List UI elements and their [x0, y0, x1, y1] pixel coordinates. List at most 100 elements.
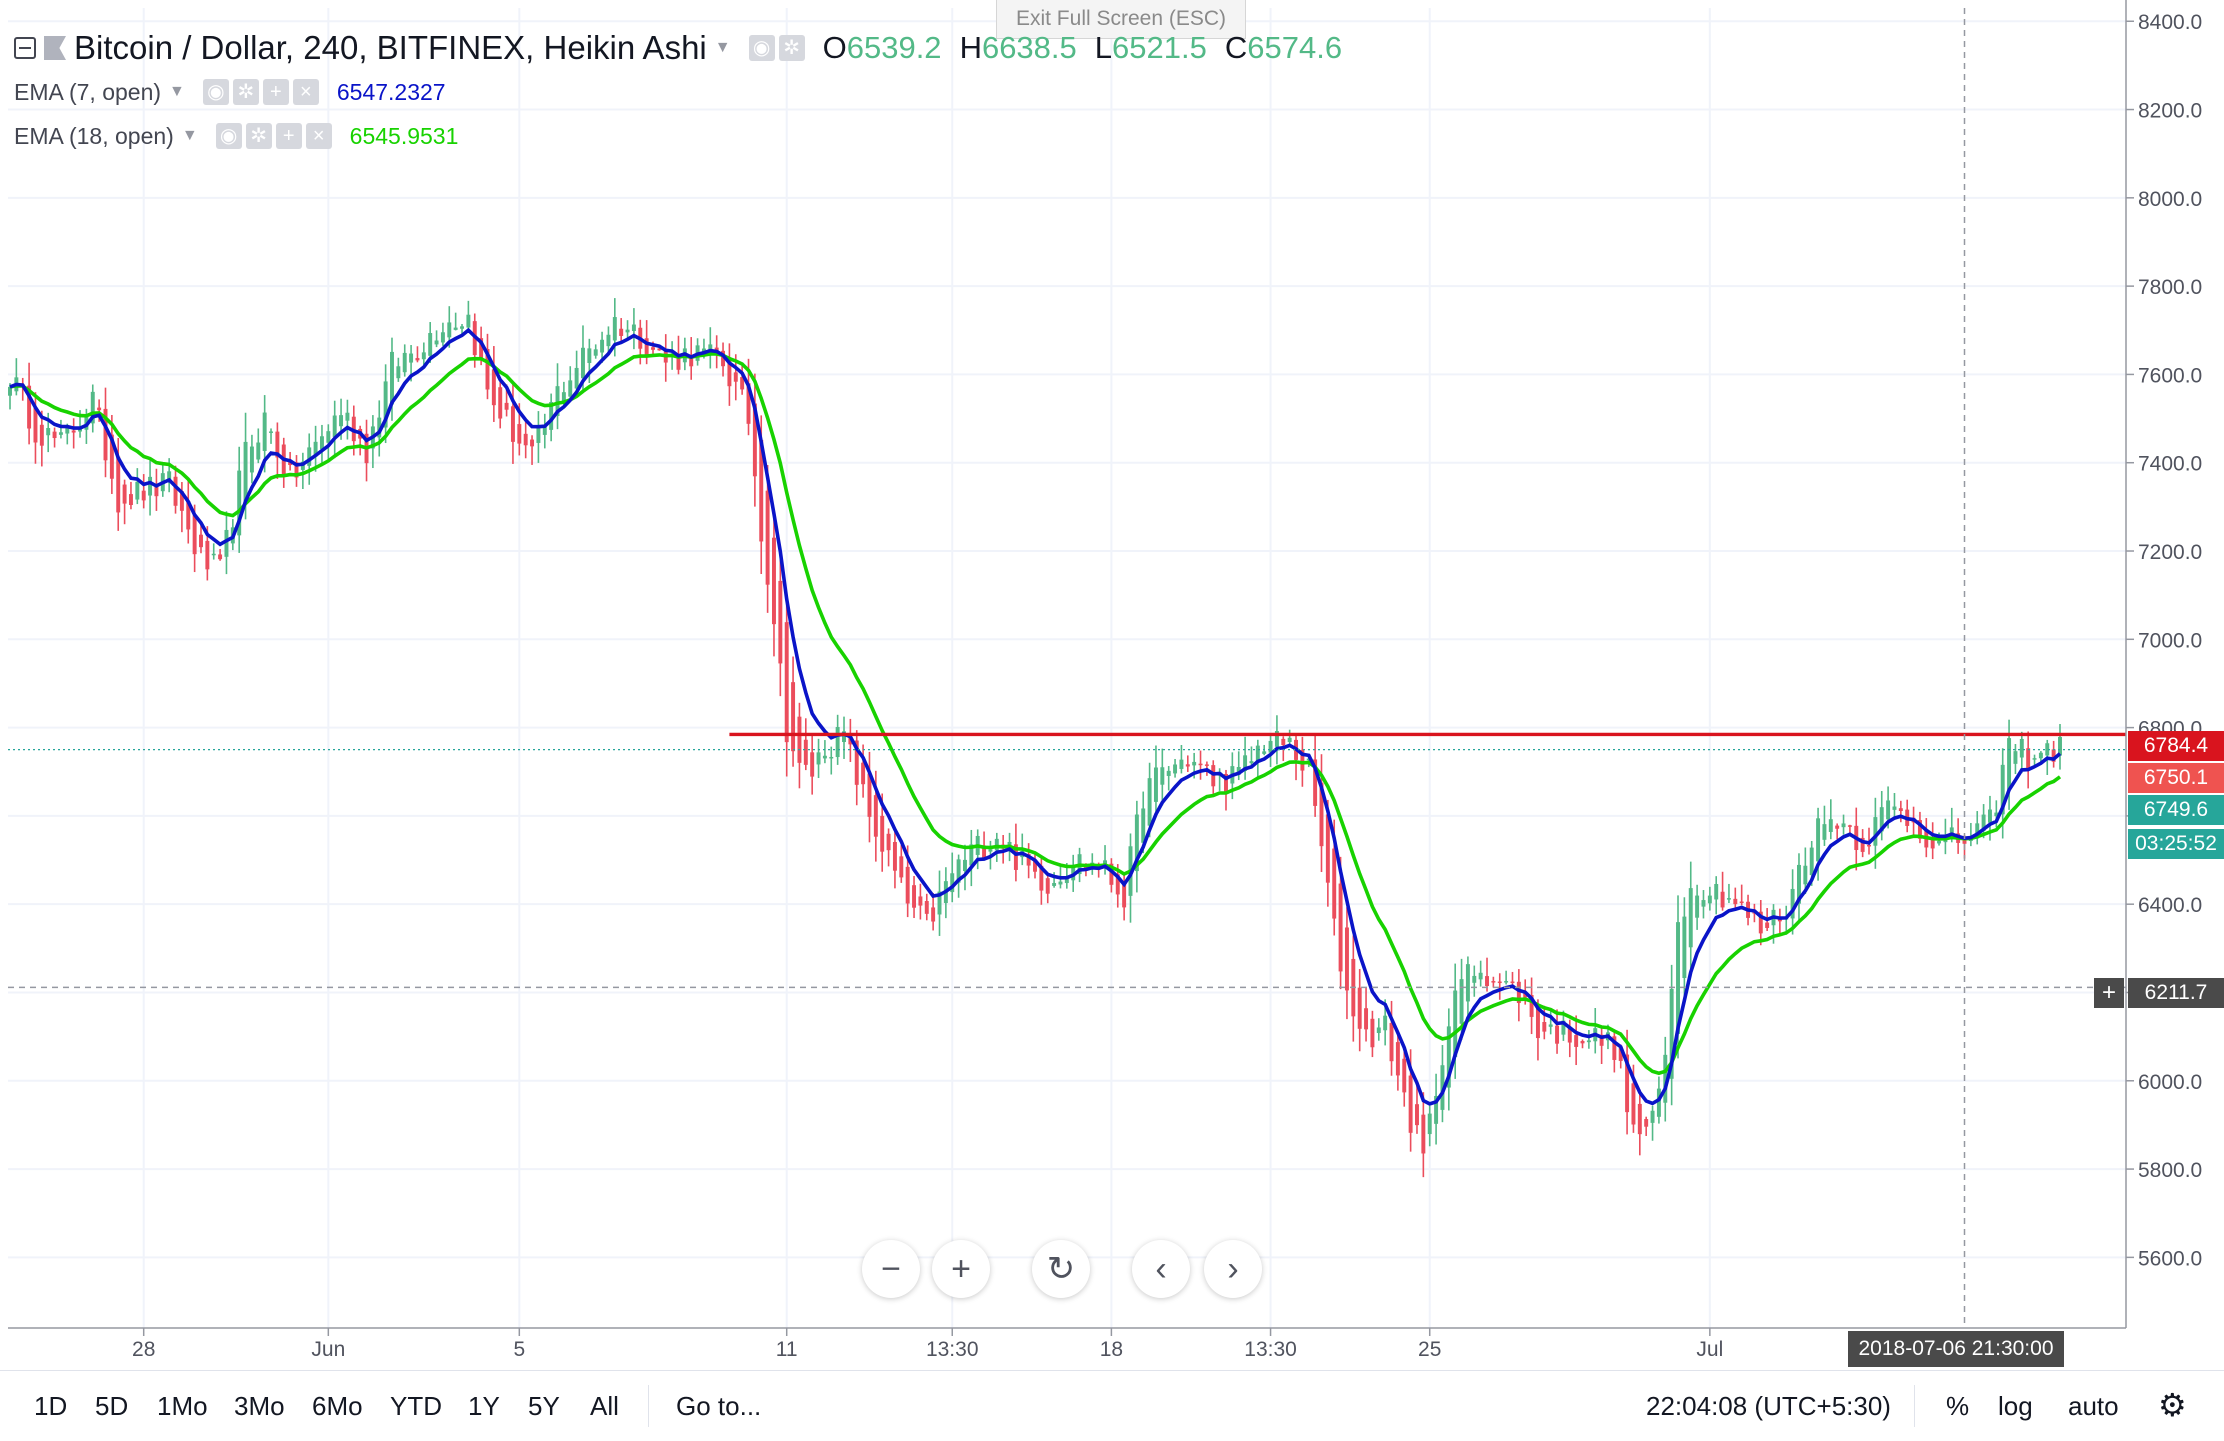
- gear-icon[interactable]: ⚙: [2158, 1387, 2187, 1423]
- price-chart[interactable]: 5600.05800.06000.06200.06400.06600.06800…: [0, 0, 2224, 1370]
- candle-body: [803, 739, 808, 765]
- timeframe-1d[interactable]: 1D: [34, 1391, 68, 1421]
- candle-body: [2007, 738, 2012, 790]
- candle-body: [1567, 1027, 1572, 1043]
- candle-body: [1987, 809, 1992, 823]
- candle-body: [103, 408, 108, 461]
- timeframe-5d[interactable]: 5D: [95, 1391, 129, 1421]
- candle-body: [116, 456, 121, 513]
- candle-body: [530, 439, 535, 447]
- candle-body: [2019, 738, 2024, 758]
- candle-body: [154, 486, 159, 497]
- time-axis-label: Jul: [1696, 1338, 1723, 1361]
- resistance-price-tag: 6784.4: [2128, 731, 2224, 761]
- candle-body: [1797, 864, 1801, 904]
- candle-body: [880, 815, 885, 852]
- gear-icon[interactable]: ✲: [232, 79, 259, 105]
- candle-body: [1421, 1114, 1426, 1154]
- candle-body: [1338, 883, 1343, 972]
- timeframe-ytd[interactable]: YTD: [390, 1391, 442, 1421]
- timeframe-all[interactable]: All: [590, 1391, 619, 1421]
- chevron-down-icon[interactable]: ▼: [169, 83, 185, 100]
- candle-body: [148, 476, 153, 496]
- candle-body: [415, 358, 420, 361]
- timeframe-5y[interactable]: 5Y: [528, 1391, 560, 1421]
- clock-timezone[interactable]: 22:04:08 (UTC+5:30): [1646, 1391, 1891, 1421]
- goto-date-button[interactable]: Go to...: [676, 1391, 762, 1421]
- candle-body: [772, 537, 776, 625]
- timeframe-1mo[interactable]: 1Mo: [157, 1391, 208, 1421]
- scroll-right-button[interactable]: ›: [1204, 1240, 1262, 1298]
- add-icon[interactable]: +: [262, 79, 289, 105]
- candle-body: [294, 462, 299, 478]
- candle-body: [829, 756, 834, 759]
- candle-body: [523, 433, 528, 446]
- timeframe-3mo[interactable]: 3Mo: [234, 1391, 285, 1421]
- add-icon[interactable]: +: [275, 123, 302, 149]
- candle-body: [1892, 806, 1897, 810]
- ema18-value: 6545.9531: [349, 123, 459, 149]
- flag-icon[interactable]: [44, 36, 66, 60]
- candle-body: [1039, 865, 1044, 891]
- candle-body: [1166, 770, 1171, 776]
- candle-body: [1236, 766, 1241, 775]
- eye-icon[interactable]: ◉: [748, 35, 775, 61]
- candle-body: [1415, 1104, 1419, 1126]
- ema7-label[interactable]: EMA (7, open): [14, 79, 162, 105]
- chart-legend: Bitcoin / Dollar, 240, BITFINEX, Heikin …: [14, 26, 1342, 158]
- gear-icon[interactable]: ✲: [245, 123, 272, 149]
- ema18-label[interactable]: EMA (18, open): [14, 123, 174, 149]
- reset-chart-button[interactable]: ↻: [1032, 1240, 1090, 1298]
- zoom-in-button[interactable]: +: [932, 1240, 990, 1298]
- candle-body: [1332, 848, 1337, 919]
- candle-body: [542, 424, 547, 435]
- candle-body: [326, 431, 331, 443]
- candle-body: [867, 773, 872, 817]
- candle-body: [1446, 1026, 1451, 1088]
- ema18-line: [9, 352, 2062, 1076]
- timeframe-1y[interactable]: 1Y: [468, 1391, 500, 1421]
- candle-body: [536, 426, 541, 443]
- zoom-out-button[interactable]: −: [862, 1240, 920, 1298]
- eye-icon[interactable]: ◉: [202, 79, 229, 105]
- close-icon[interactable]: ×: [305, 123, 332, 149]
- candle-body: [619, 328, 624, 336]
- candle-body: [1555, 1025, 1560, 1044]
- candle-body: [224, 529, 229, 557]
- candle-body: [651, 347, 655, 350]
- candle-body: [485, 349, 490, 390]
- candle-body: [1739, 901, 1744, 904]
- gear-icon[interactable]: ✲: [778, 35, 805, 61]
- candle-body: [1185, 764, 1190, 767]
- auto-scale-toggle[interactable]: auto: [2068, 1391, 2119, 1421]
- timeframe-6mo[interactable]: 6Mo: [312, 1391, 363, 1421]
- candle-body: [109, 434, 114, 479]
- candle-body: [205, 540, 210, 570]
- chevron-down-icon[interactable]: ▼: [181, 127, 198, 144]
- candle-body: [1504, 981, 1509, 983]
- bottom-toolbar: 1D 5D 1Mo 3Mo 6Mo YTD 1Y 5Y All Go to...…: [0, 1370, 2224, 1441]
- collapse-legend-icon[interactable]: [14, 37, 36, 59]
- exit-fullscreen-button[interactable]: Exit Full Screen (ESC): [996, 0, 1246, 39]
- eye-icon[interactable]: ◉: [215, 123, 242, 149]
- candle-body: [988, 849, 993, 852]
- candle-body: [510, 406, 515, 442]
- candle-body: [1542, 1021, 1547, 1032]
- candle-body: [2051, 749, 2056, 762]
- candle-body: [1408, 1075, 1413, 1133]
- log-scale-toggle[interactable]: log: [1998, 1391, 2033, 1421]
- candle-body: [2013, 751, 2018, 764]
- candle-body: [396, 366, 401, 379]
- candle-body: [1529, 994, 1534, 1017]
- candle-body: [167, 471, 172, 483]
- candle-body: [1765, 922, 1770, 928]
- chevron-down-icon[interactable]: ▼: [714, 39, 731, 56]
- add-alert-icon[interactable]: +: [2094, 978, 2124, 1008]
- candle-body: [752, 403, 757, 477]
- scroll-left-button[interactable]: ‹: [1132, 1240, 1190, 1298]
- candle-body: [2058, 736, 2062, 756]
- symbol-title[interactable]: Bitcoin / Dollar, 240, BITFINEX, Heikin …: [74, 29, 707, 66]
- close-icon[interactable]: ×: [292, 79, 319, 105]
- price-axis-label: 8200.0: [2138, 100, 2202, 123]
- percent-scale-toggle[interactable]: %: [1946, 1391, 1970, 1421]
